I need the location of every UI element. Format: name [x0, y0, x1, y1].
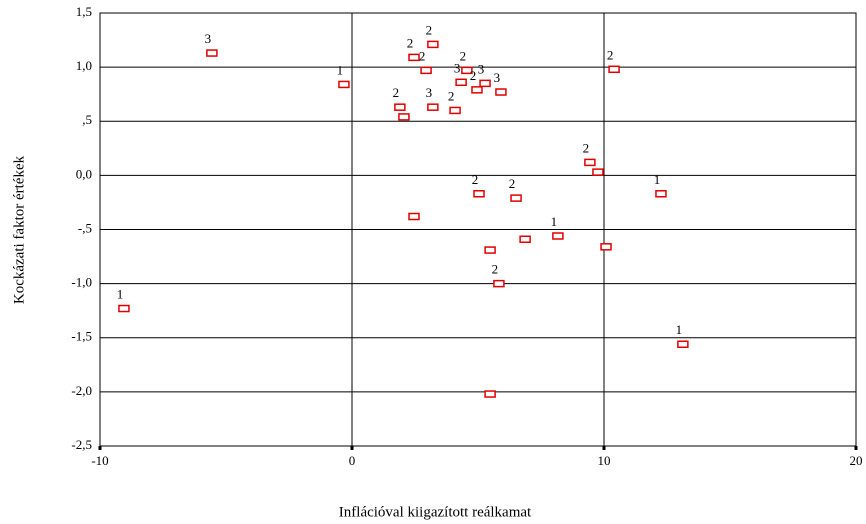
- point: [584, 158, 596, 167]
- point: [455, 78, 467, 87]
- point: [427, 40, 439, 49]
- point: [493, 279, 505, 288]
- point-label: 3: [205, 31, 212, 46]
- y-tick-label: 1,0: [76, 58, 92, 73]
- y-tick-label: 0,0: [76, 166, 92, 181]
- point: [427, 103, 439, 111]
- point-label: 2: [460, 48, 467, 63]
- point-label: 3: [426, 85, 433, 100]
- point-label: 2: [419, 48, 426, 63]
- point: [677, 340, 689, 348]
- y-tick-label: -1,0: [71, 275, 92, 290]
- y-tick-label: -,5: [78, 220, 92, 235]
- x-tick-label: 10: [598, 453, 611, 468]
- point: [398, 113, 410, 121]
- point-label: 2: [607, 47, 614, 62]
- point-label: 3: [454, 60, 461, 75]
- point: [473, 190, 485, 198]
- y-tick-label: -1,5: [71, 329, 92, 344]
- point-label: 1: [654, 172, 661, 187]
- point-label: 2: [509, 176, 516, 191]
- point: [592, 168, 604, 176]
- point: [655, 190, 667, 198]
- point-label: 2: [492, 262, 499, 277]
- point: [118, 304, 130, 313]
- point: [338, 80, 350, 89]
- point-label: 1: [337, 62, 344, 77]
- x-axis-label: Inflációval kiigazított reálkamat: [339, 504, 532, 520]
- plot-frame: [99, 12, 857, 447]
- y-tick-label: 1,5: [76, 4, 92, 19]
- point-label: 1: [117, 287, 124, 302]
- point-label: 1: [676, 322, 683, 337]
- point-label: 2: [407, 35, 414, 50]
- point: [519, 235, 531, 243]
- point: [394, 103, 406, 111]
- point: [510, 194, 522, 202]
- point-label: 3: [478, 61, 485, 76]
- point-label: 2: [470, 68, 477, 83]
- point: [495, 88, 507, 96]
- y-tick-label: -2,0: [71, 383, 92, 398]
- point: [484, 246, 496, 254]
- x-tick-label: 0: [349, 453, 356, 468]
- point-label: 2: [448, 88, 455, 103]
- point: [408, 53, 420, 62]
- y-tick-label: ,5: [82, 112, 92, 127]
- y-tick-label: -2,5: [71, 437, 92, 452]
- point: [471, 86, 483, 94]
- y-axis-label: Kockázati faktor értékek: [11, 155, 27, 304]
- x-tick-label: -10: [91, 453, 108, 468]
- point: [600, 243, 612, 251]
- point-label: 2: [583, 140, 590, 155]
- point: [608, 65, 620, 74]
- point: [408, 212, 420, 221]
- point-label: 2: [426, 22, 433, 37]
- point-label: 3: [494, 70, 501, 85]
- point: [420, 66, 432, 75]
- point: [449, 106, 461, 115]
- point-label: 1: [551, 214, 558, 229]
- point-label: 2: [393, 85, 400, 100]
- point: [461, 66, 473, 75]
- point: [484, 390, 496, 398]
- x-tick-label: 20: [850, 453, 863, 468]
- point: [206, 49, 218, 57]
- point-label: 2: [472, 172, 479, 187]
- point: [479, 79, 491, 88]
- point: [552, 232, 564, 240]
